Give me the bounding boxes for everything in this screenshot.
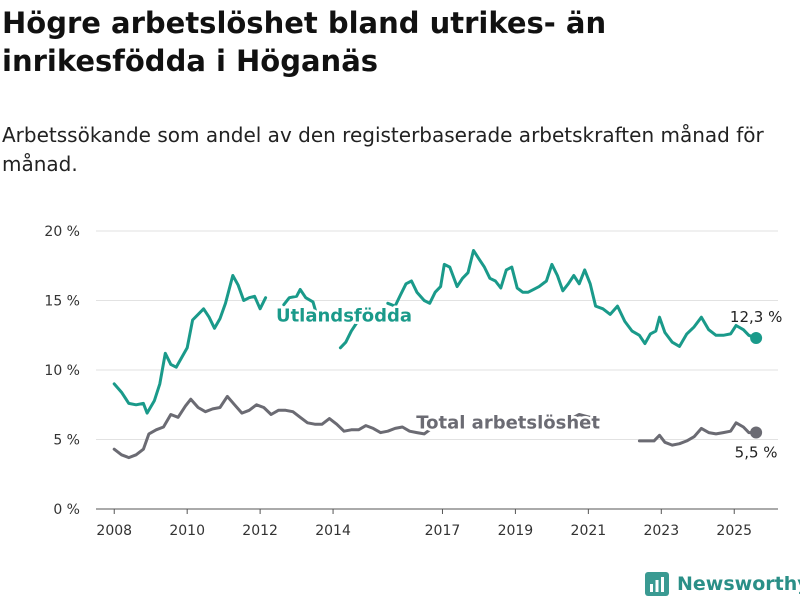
y-tick-label: 10 % xyxy=(44,363,80,379)
page-subtitle: Arbetssökande som andel av den registerb… xyxy=(2,123,764,176)
x-tick-label: 2025 xyxy=(716,523,752,539)
x-tick-label: 2019 xyxy=(498,523,534,539)
x-tick-label: 2012 xyxy=(242,523,278,539)
series-label-1: Total arbetslöshet xyxy=(416,412,600,433)
x-tick-label: 2014 xyxy=(315,523,351,539)
x-tick-label: 2017 xyxy=(425,523,461,539)
y-tick-label: 5 % xyxy=(53,433,80,449)
x-tick-label: 2008 xyxy=(96,523,132,539)
series-line-0 xyxy=(112,249,758,415)
series-label-0: Utlandsfödda xyxy=(276,305,412,326)
page-title: Högre arbetslöshet bland utrikes- än inr… xyxy=(2,6,607,78)
series-line-1 xyxy=(112,394,758,460)
newsworthy-logo-icon xyxy=(645,572,669,596)
y-tick-label: 0 % xyxy=(53,502,80,518)
x-tick-label: 2023 xyxy=(643,523,679,539)
brand-footer: Newsworthy xyxy=(645,570,800,598)
series-end-point-0 xyxy=(750,332,763,345)
series-end-label-1: 5,5 % xyxy=(735,444,778,462)
series-end-point-1 xyxy=(750,426,763,439)
x-tick-label: 2010 xyxy=(169,523,205,539)
y-tick-label: 20 % xyxy=(44,224,80,240)
x-tick-label: 2021 xyxy=(571,523,607,539)
series-end-label-0: 12,3 % xyxy=(730,308,782,326)
brand-name: Newsworthy xyxy=(677,573,800,595)
y-tick-label: 15 % xyxy=(44,294,80,310)
